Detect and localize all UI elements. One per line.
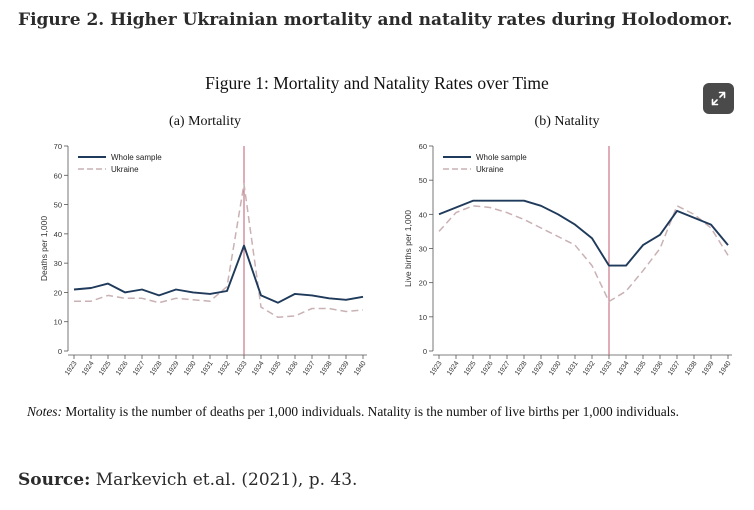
x-tick-label: 1933 xyxy=(234,360,249,377)
y-axis-label: Live births per 1,000 xyxy=(403,210,413,287)
y-tick-label: 70 xyxy=(54,142,62,151)
x-tick-label: 1925 xyxy=(463,360,478,377)
x-tick-label: 1939 xyxy=(701,360,716,377)
notes-text: Mortality is the number of deaths per 1,… xyxy=(61,404,679,419)
x-tick-label: 1927 xyxy=(132,360,147,377)
x-tick-label: 1929 xyxy=(531,360,546,377)
charts-canvas: (a) Mortality Deaths per 1,000 0 10 20 30 40 50… xyxy=(39,114,733,377)
y-tick-label: 20 xyxy=(54,288,62,297)
panel-title: (b) Natality xyxy=(535,114,600,129)
expand-diagonal-arrows-icon xyxy=(711,91,726,106)
chart-panel-mortality: (a) Mortality Deaths per 1,000 0 10 20 30 40 50… xyxy=(39,114,368,377)
x-tick-label: 1932 xyxy=(217,360,232,377)
source-citation: Source: Markevich et.al. (2021), p. 43. xyxy=(18,470,357,490)
panel-title: (a) Mortality xyxy=(169,114,241,129)
x-tick-label: 1928 xyxy=(149,360,164,377)
x-tick-label: 1931 xyxy=(565,360,580,377)
series-line-whole-sample xyxy=(438,199,729,267)
x-tick-label: 1924 xyxy=(446,360,461,377)
y-tick-label: 0 xyxy=(423,347,427,356)
x-tick-label: 1934 xyxy=(251,360,266,377)
legend-label-ukraine: Ukraine xyxy=(111,165,139,174)
x-tick-label: 1938 xyxy=(319,360,334,377)
x-tick-label: 1938 xyxy=(684,360,699,377)
figure-title: Figure 1: Mortality and Natality Rates o… xyxy=(205,73,549,93)
y-axis-label: Deaths per 1,000 xyxy=(39,216,49,281)
x-tick-label: 1931 xyxy=(200,360,215,377)
x-tick-label: 1936 xyxy=(650,360,665,377)
figure-notes: Notes: Mortality is the number of deaths… xyxy=(27,404,679,420)
y-tick-label: 10 xyxy=(419,313,427,322)
x-tick-label: 1926 xyxy=(115,360,130,377)
legend-label-whole-sample: Whole sample xyxy=(476,153,527,162)
x-tick-label: 1934 xyxy=(616,360,631,377)
y-tick-label: 60 xyxy=(419,142,427,151)
y-tick-label: 20 xyxy=(419,279,427,288)
series-line-ukraine xyxy=(438,205,729,303)
x-tick-label: 1923 xyxy=(429,360,444,377)
x-tick-label: 1925 xyxy=(98,360,113,377)
x-tick-label: 1926 xyxy=(480,360,495,377)
x-tick-label: 1935 xyxy=(268,360,283,377)
source-label: Source: xyxy=(18,470,91,490)
x-tick-label: 1937 xyxy=(667,360,682,377)
x-tick-label: 1939 xyxy=(336,360,351,377)
y-tick-label: 50 xyxy=(419,176,427,185)
x-tick-label: 1940 xyxy=(353,360,368,377)
chart-panel-natality: (b) Natality Live births per 1,000 0 10 20 30… xyxy=(403,114,733,377)
y-tick-label: 40 xyxy=(419,210,427,219)
x-tick-label: 1940 xyxy=(718,360,733,377)
y-tick-label: 60 xyxy=(54,171,62,180)
legend-label-whole-sample: Whole sample xyxy=(111,153,162,162)
x-tick-label: 1937 xyxy=(302,360,317,377)
x-tick-label: 1935 xyxy=(633,360,648,377)
x-tick-label: 1924 xyxy=(81,360,96,377)
x-tick-label: 1936 xyxy=(285,360,300,377)
series-line-whole-sample xyxy=(73,244,364,304)
source-text: Markevich et.al. (2021), p. 43. xyxy=(90,470,358,490)
x-tick-label: 1930 xyxy=(548,360,563,377)
y-tick-label: 30 xyxy=(54,259,62,268)
y-tick-label: 10 xyxy=(54,318,62,327)
legend-label-ukraine: Ukraine xyxy=(476,165,504,174)
x-tick-label: 1929 xyxy=(166,360,181,377)
y-tick-label: 30 xyxy=(419,245,427,254)
notes-label: Notes: xyxy=(27,404,62,419)
series-line-ukraine xyxy=(74,183,364,319)
x-tick-label: 1932 xyxy=(582,360,597,377)
x-tick-label: 1928 xyxy=(514,360,529,377)
y-tick-label: 40 xyxy=(54,230,62,239)
y-tick-label: 50 xyxy=(54,201,62,210)
x-tick-label: 1930 xyxy=(183,360,198,377)
x-tick-label: 1927 xyxy=(497,360,512,377)
expand-button[interactable] xyxy=(703,83,734,114)
page-title: Figure 2. Higher Ukrainian mortality and… xyxy=(18,10,733,30)
x-tick-label: 1923 xyxy=(64,360,79,377)
y-tick-label: 0 xyxy=(58,347,62,356)
x-tick-label: 1933 xyxy=(599,360,614,377)
